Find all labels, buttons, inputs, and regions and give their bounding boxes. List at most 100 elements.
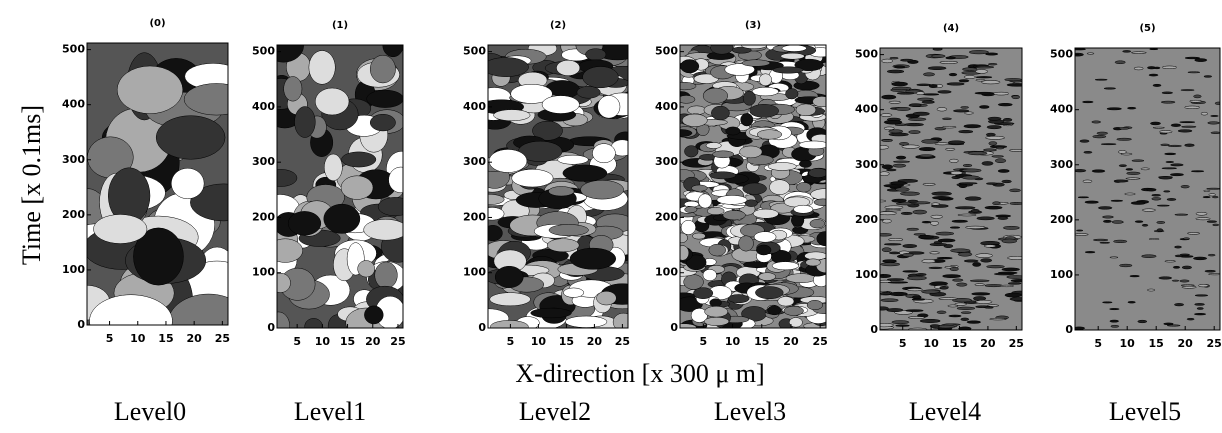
contour-blob — [918, 154, 934, 158]
contour-blob — [1177, 129, 1193, 133]
contour-blob — [993, 91, 1010, 96]
contour-blob — [912, 209, 928, 215]
contour-blob — [563, 287, 585, 298]
contour-blob — [1131, 159, 1145, 162]
contour-blob — [1004, 292, 1022, 298]
contour-blob — [369, 113, 396, 132]
x-tick-label: 25 — [813, 335, 828, 348]
contour-blob — [1194, 303, 1205, 306]
contour-blob — [921, 100, 935, 104]
contour-blob — [1152, 126, 1165, 129]
plot-frame — [679, 44, 827, 329]
x-tick-label: 10 — [531, 335, 547, 348]
contour-blob — [781, 45, 807, 52]
contour-blob — [965, 225, 986, 229]
contour-blob — [902, 244, 918, 248]
x-tick-label: 10 — [1120, 337, 1136, 350]
contour-blob — [947, 304, 959, 308]
x-axis-label: X-direction [x 300 μ m] — [515, 359, 764, 388]
contour-blob — [680, 82, 697, 91]
contour-blob — [1164, 260, 1176, 263]
contour-blob — [1127, 106, 1137, 110]
contour-blob — [1094, 78, 1108, 81]
contour-blob — [884, 205, 904, 210]
contour-blob — [716, 195, 748, 205]
y-tick-label: 400 — [62, 98, 85, 111]
contour-blob — [934, 142, 950, 146]
contour-blob — [949, 158, 959, 163]
contour-blob — [751, 87, 779, 97]
contour-blob — [1102, 215, 1114, 219]
contour-blob — [966, 320, 981, 324]
contour-blob — [1082, 179, 1093, 183]
contour-blob — [951, 219, 968, 223]
contour-blob — [1156, 228, 1164, 232]
contour-blob — [1141, 254, 1157, 258]
contour-blob — [1009, 297, 1022, 301]
contour-blob — [1212, 223, 1220, 227]
contour-blob — [979, 105, 990, 109]
contour-blob — [1160, 100, 1176, 104]
contour-blob — [556, 59, 581, 76]
contour-blob — [698, 193, 713, 209]
contour-blob — [937, 90, 952, 94]
contour-blob — [1118, 164, 1127, 167]
contour-blob — [756, 244, 772, 256]
contour-blob — [880, 306, 889, 311]
contour-blob — [986, 125, 1002, 130]
contour-blob — [1179, 121, 1196, 124]
contour-blob — [895, 187, 910, 192]
contour-blob — [885, 208, 901, 212]
contour-blob — [364, 305, 384, 325]
contour-blob — [684, 145, 699, 158]
contour-blob — [1076, 229, 1084, 232]
contour-field — [880, 48, 1022, 330]
contour-blob — [987, 116, 1002, 121]
contour-blob — [956, 306, 976, 310]
contour-blob — [1158, 176, 1173, 180]
y-axis-label: Time [x 0.1ms] — [17, 105, 46, 265]
contour-blob — [954, 206, 976, 210]
contour-blob — [893, 160, 910, 163]
contour-blob — [985, 52, 999, 56]
contour-blob — [708, 243, 726, 257]
contour-blob — [946, 82, 965, 86]
contour-blob — [921, 139, 939, 144]
contour-blob — [725, 126, 741, 136]
contour-blob — [388, 166, 403, 194]
contour-blob — [991, 155, 1004, 158]
contour-blob — [980, 258, 993, 263]
contour-blob — [1001, 267, 1020, 272]
contour-blob — [1184, 105, 1201, 109]
contour-blob — [922, 93, 940, 96]
contour-blob — [1122, 50, 1132, 53]
y-tick-label: 300 — [1050, 158, 1073, 171]
contour-blob — [1149, 48, 1159, 51]
contour-blob — [692, 232, 706, 240]
contour-blob — [994, 158, 1007, 164]
contour-blob — [1134, 220, 1144, 223]
contour-blob — [987, 63, 998, 66]
contour-blob — [974, 65, 995, 69]
x-tick-label: 5 — [106, 332, 114, 345]
contour-blob — [1193, 256, 1208, 261]
contour-blob — [1002, 225, 1020, 230]
contour-blob — [880, 211, 897, 216]
contour-blob — [880, 113, 893, 117]
contour-blob — [957, 252, 973, 257]
contour-blob — [983, 148, 997, 152]
contour-blob — [1190, 170, 1205, 173]
contour-blob — [963, 75, 976, 79]
y-tick-label: 200 — [855, 213, 878, 226]
contour-blob — [886, 168, 897, 172]
contour-blob — [880, 298, 899, 302]
contour-blob — [880, 233, 893, 237]
contour-blob — [907, 199, 919, 203]
contour-blob — [597, 95, 621, 119]
contour-blob — [975, 69, 989, 74]
contour-blob — [1156, 204, 1170, 207]
contour-blob — [1153, 66, 1161, 70]
contour-blob — [963, 124, 982, 129]
contour-blob — [1166, 324, 1181, 327]
contour-blob — [1127, 301, 1136, 304]
